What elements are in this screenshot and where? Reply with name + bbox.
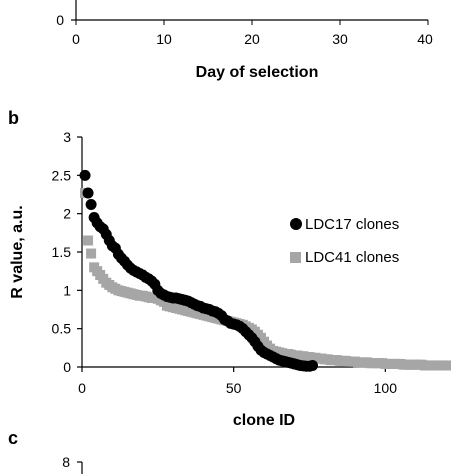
- ldc17-data-point: [82, 187, 94, 199]
- top-x-tick-label: 40: [417, 31, 433, 47]
- panel-b-letter: b: [8, 108, 19, 128]
- legend-marker-ldc41: [290, 252, 301, 263]
- b-y-tick-label: 1: [63, 282, 71, 298]
- b-y-tick-label: 0.5: [52, 321, 72, 337]
- c-y-tick-label: 8: [62, 454, 70, 470]
- legend-marker-ldc17: [290, 218, 302, 230]
- top-x-ticks: 0 10 20 30 40: [72, 20, 433, 47]
- b-x-ticks: 0 50 100: [78, 367, 397, 396]
- top-x-tick-label: 10: [156, 31, 172, 47]
- top-x-tick-label: 30: [332, 31, 348, 47]
- b-x-tick-label: 0: [78, 380, 86, 396]
- b-x-axis-title: clone ID: [233, 412, 295, 429]
- b-y-axis-title: R value, a.u.: [9, 205, 26, 298]
- series-ldc17-points: [79, 169, 319, 372]
- legend-label-ldc41: LDC41 clones: [305, 249, 399, 266]
- b-y-tick-label: 0: [63, 359, 71, 375]
- panel-c-chart: 8: [62, 454, 83, 474]
- b-y-tick-label: 2: [63, 206, 71, 222]
- panel-b-chart: 0 0.5 1 1.5 2 2.5 3 0 50 100 R value, a.u. clone…: [9, 129, 451, 429]
- ldc41-data-point: [83, 235, 94, 246]
- top-panel: 0 0 10 20 30 40 Day of selection: [56, 0, 433, 81]
- b-x-tick-label: 50: [226, 380, 242, 396]
- ldc41-data-point: [441, 360, 451, 371]
- ldc41-data-point: [86, 248, 97, 259]
- top-y-tick-label: 0: [56, 12, 64, 28]
- b-y-ticks: 0 0.5 1 1.5 2 2.5 3: [52, 129, 82, 375]
- legend-label-ldc17: LDC17 clones: [305, 216, 399, 233]
- b-y-tick-label: 2.5: [52, 167, 72, 183]
- b-legend: LDC17 clones LDC41 clones: [290, 216, 399, 266]
- b-y-tick-label: 3: [63, 129, 71, 145]
- ldc17-data-point: [79, 169, 91, 181]
- panel-c-letter: c: [8, 428, 18, 448]
- b-y-tick-label: 1.5: [52, 244, 72, 260]
- top-x-axis-title: Day of selection: [196, 64, 319, 81]
- ldc17-data-point: [85, 198, 97, 210]
- b-x-tick-label: 100: [374, 380, 398, 396]
- top-x-tick-label: 0: [72, 31, 80, 47]
- ldc17-data-point: [307, 359, 319, 371]
- top-x-tick-label: 20: [244, 31, 260, 47]
